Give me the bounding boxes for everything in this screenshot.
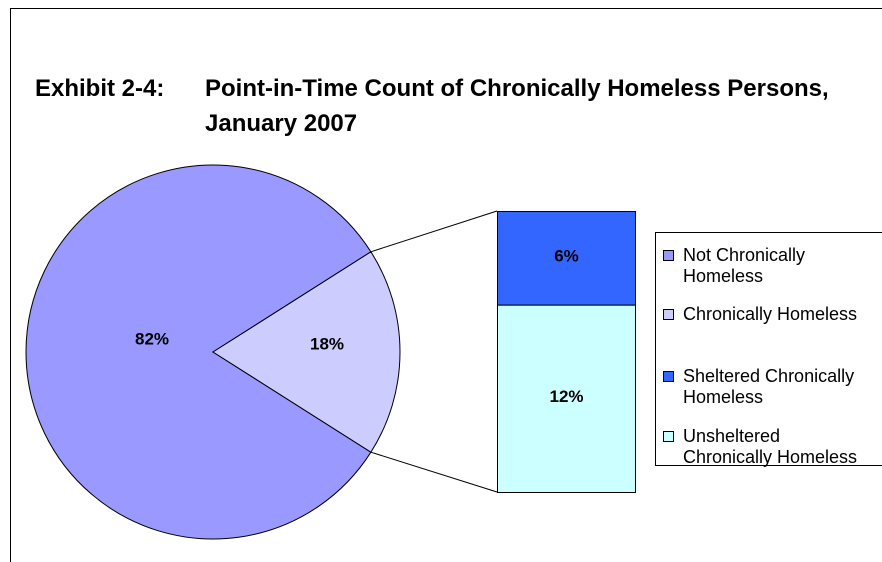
legend-label: Unsheltered Chronically Homeless [683,426,857,467]
bar-segment [497,211,636,306]
pie-slice [212,251,401,453]
data-label: 12% [549,387,583,406]
legend-swatch [663,431,674,442]
legend-label: Not Chronically Homeless [683,245,805,286]
data-label: 82% [135,329,169,348]
chart-title-line: January 2007 [205,110,357,137]
legend-label-line: Homeless [683,387,763,407]
legend-label-line: Chronically Homeless [683,447,857,467]
chart-title-line: Point-in-Time Count of Chronically Homel… [205,75,829,102]
legend-box [655,232,882,466]
connector [370,210,498,253]
title-label: Exhibit 2-4: [35,75,164,102]
legend-label-line: Unsheltered [683,426,780,446]
legend-swatch [663,371,674,382]
pie-slice [25,164,372,540]
data-label: 6% [554,246,579,265]
legend-label-line: Homeless [683,266,763,286]
legend-label: Sheltered Chronically Homeless [683,366,854,407]
bar-segment [497,304,636,493]
legend-label-line: Chronically Homeless [683,304,857,324]
legend-label-line: Sheltered Chronically [683,366,854,386]
legend-swatch [663,309,674,320]
data-label: 18% [310,334,344,353]
legend-swatch [663,250,674,261]
legend-label-line: Not Chronically [683,245,805,265]
chart-title: Point-in-Time Count of Chronically Homel… [205,75,829,137]
connector [370,451,498,493]
legend-label: Chronically Homeless [683,304,857,324]
